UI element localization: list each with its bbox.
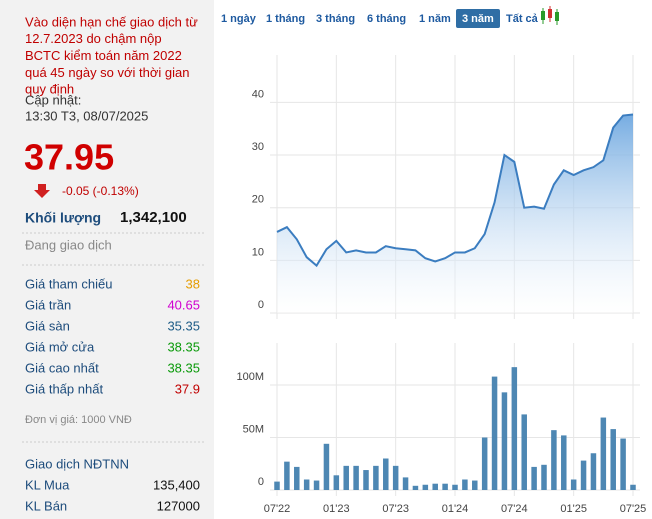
range-tab[interactable]: 1 năm: [419, 13, 451, 25]
y-tick-label: 50M: [243, 423, 264, 435]
volume-bar: [580, 460, 587, 490]
volume-bar: [590, 453, 597, 490]
chart-type-icon[interactable]: [541, 6, 559, 25]
volume-bar: [432, 483, 438, 490]
x-tick-label: 07'23: [382, 503, 409, 515]
price-value: 35.35: [167, 318, 200, 333]
volume-bar: [472, 480, 478, 490]
volume-bar: [521, 414, 527, 490]
volume-bar: [402, 477, 409, 490]
range-tab[interactable]: 1 tháng: [266, 13, 305, 25]
volume-bar: [303, 479, 310, 490]
y-tick-label: 40: [252, 88, 264, 100]
x-tick-label: 01'25: [560, 503, 587, 515]
volume-bar: [501, 392, 508, 490]
volume-bar: [274, 481, 280, 490]
volume-bar: [323, 443, 330, 490]
update-time: 13:30 T3, 08/07/2025: [25, 108, 148, 123]
price-value: 38.35: [167, 360, 200, 375]
price-label: Giá sàn: [25, 318, 70, 333]
volume-bar: [462, 479, 468, 490]
notice-line: BCTC kiểm toán năm 2022: [25, 48, 182, 63]
volume-bar: [392, 465, 399, 490]
status: Đang giao dịch: [25, 237, 112, 252]
y-tick-label: 100M: [236, 371, 264, 383]
volume-bar: [284, 461, 290, 490]
volume-bar: [373, 465, 379, 490]
foreign-label: KL Bán: [25, 498, 67, 513]
volume-label: Khối lượng: [25, 210, 101, 226]
foreign-title: Giao dịch NĐTNN: [25, 456, 129, 471]
x-tick-label: 01'24: [442, 503, 469, 515]
volume-bar: [383, 458, 389, 490]
foreign-label: KL Mua: [25, 477, 70, 492]
update-label: Cập nhật:: [25, 92, 81, 107]
range-tab[interactable]: Tất cả: [506, 13, 539, 25]
change: -0.05 (-0.13%): [62, 184, 139, 198]
price-label: Giá tham chiếu: [25, 276, 112, 291]
volume-bar: [343, 465, 349, 490]
y-tick-label: 20: [252, 194, 264, 206]
y-tick-label: 0: [258, 476, 264, 488]
volume-bar: [531, 466, 537, 490]
range-tab[interactable]: 3 tháng: [316, 13, 355, 25]
volume-bar: [491, 376, 498, 490]
y-tick-label: 0: [258, 299, 264, 311]
info-panel: [0, 0, 214, 519]
volume-bar: [600, 417, 607, 490]
price-label: Giá cao nhất: [25, 360, 99, 375]
x-tick-label: 07'22: [264, 503, 291, 515]
volume-bar: [333, 475, 340, 490]
x-tick-label: 07'25: [620, 503, 647, 515]
price: 37.95: [24, 137, 114, 178]
price-line: [276, 113, 634, 268]
price-value: 37.9: [175, 381, 200, 396]
volume-bar: [313, 480, 320, 490]
price-label: Giá mở cửa: [25, 339, 95, 354]
volume-bar: [610, 429, 616, 490]
price-value: 40.65: [167, 297, 200, 312]
volume-bar: [422, 484, 429, 490]
volume-bar: [570, 479, 577, 490]
volume-bar: [620, 438, 626, 490]
volume-bar: [541, 464, 547, 490]
price-label: Giá trần: [25, 297, 71, 312]
down-arrow: [34, 184, 50, 198]
volume-bar: [561, 435, 567, 490]
price-value: 38.35: [167, 339, 200, 354]
volume: 1,342,100: [120, 209, 187, 226]
volume-bar: [363, 470, 369, 490]
volume-bar: [442, 483, 448, 490]
notice-line: quá 45 ngày so với thời gian: [25, 65, 190, 80]
tab-active-bg[interactable]: [456, 9, 500, 28]
range-tab[interactable]: 6 tháng: [367, 13, 406, 25]
price-value: 38: [186, 276, 200, 291]
notice-line: 12.7.2023 do chậm nộp: [25, 31, 162, 46]
foreign-value: 127000: [157, 498, 200, 513]
y-tick-label: 30: [252, 141, 264, 153]
volume-bar: [412, 485, 419, 490]
notice-line: quy định: [25, 82, 74, 97]
notice-line: Vào diện hạn chế giao dịch từ: [25, 14, 198, 29]
foreign-value: 135,400: [153, 477, 200, 492]
volume-bar: [511, 367, 518, 490]
volume-bar: [481, 437, 488, 490]
volume-bar: [630, 484, 636, 490]
volume-bar: [353, 465, 359, 490]
volume-bar: [452, 484, 458, 490]
x-tick-label: 01'23: [323, 503, 350, 515]
volume-bar: [294, 466, 300, 490]
x-tick-label: 07'24: [501, 503, 528, 515]
price-label: Giá thấp nhất: [25, 381, 103, 396]
volume-bar: [551, 430, 557, 490]
price-area: [277, 114, 633, 314]
unit-note: Đơn vị giá: 1000 VNĐ: [25, 414, 132, 426]
y-tick-label: 10: [252, 246, 264, 258]
range-tab[interactable]: 1 ngày: [221, 13, 257, 25]
range-tab[interactable]: 3 năm: [462, 13, 494, 25]
